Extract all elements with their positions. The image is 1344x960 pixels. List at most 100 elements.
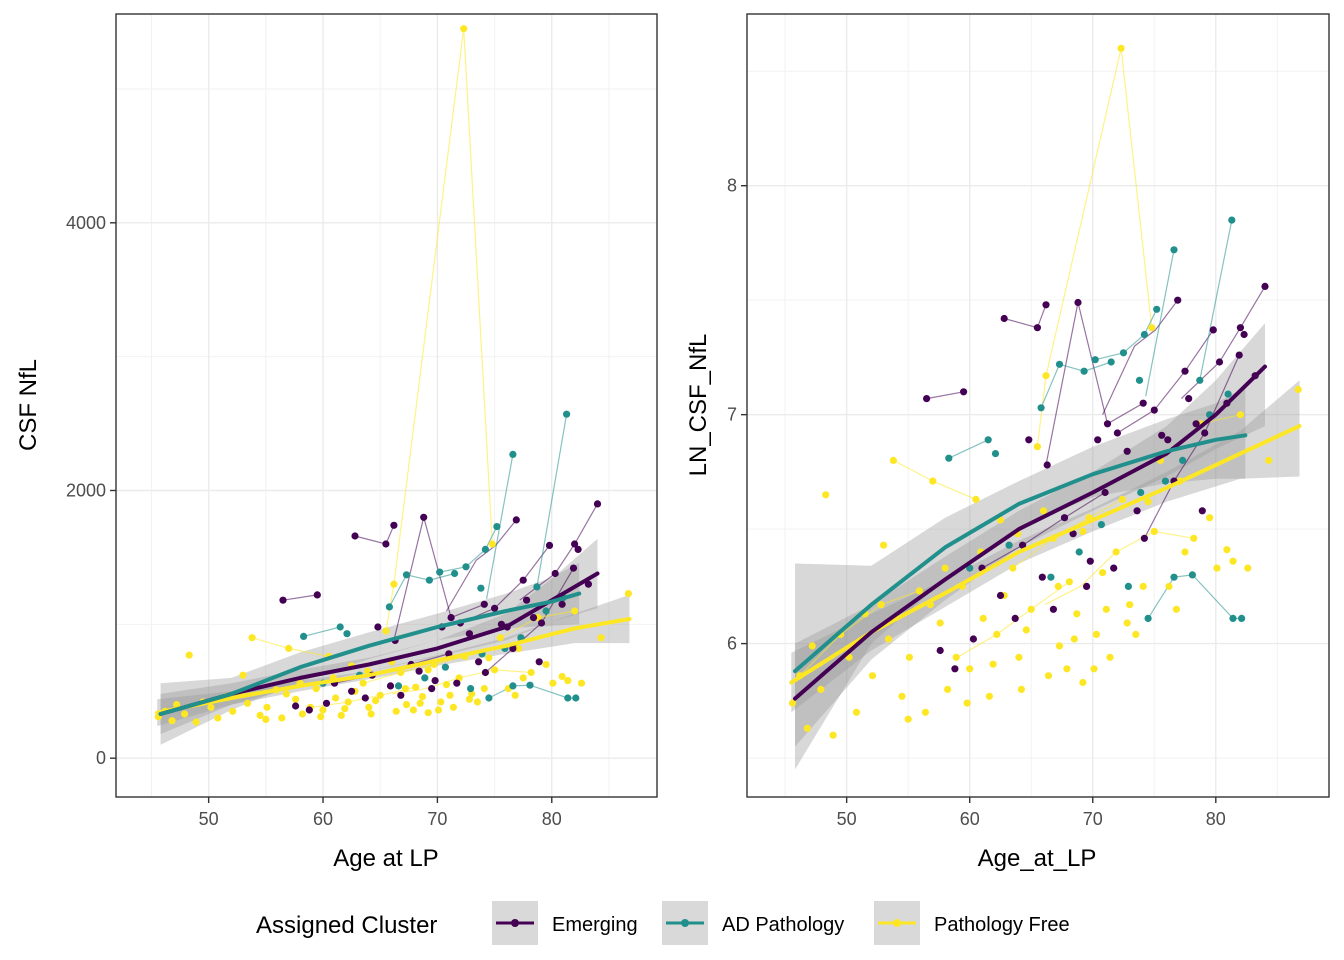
data-point [185,651,193,659]
data-point [558,672,566,681]
data-point [402,701,411,709]
data-point [313,591,321,599]
trend-lines [789,364,1302,701]
data-point [365,703,373,711]
data-point [1165,582,1173,591]
data-point [1049,605,1057,613]
data-point [1033,443,1041,451]
data-point [1170,246,1178,254]
data-point [1044,672,1053,680]
data-point [509,682,517,690]
data-point [312,685,320,693]
data-point [337,711,345,720]
data-point [473,698,481,706]
data-point [256,711,264,720]
subject-line [1095,309,1158,361]
data-point [1181,367,1189,375]
data-point [944,685,952,694]
data-point [243,699,252,707]
data-point [1124,582,1132,591]
legend-label: Emerging [552,914,638,936]
data-point [1042,301,1050,309]
y-tick-label: 7 [727,405,737,425]
y-axis-ticks: 0 2000 4000 [66,213,116,768]
subject-line [1143,354,1240,539]
data-point [385,603,393,611]
data-point [1181,548,1189,556]
legend-item-pathology-free: Pathology Free [874,901,1070,945]
data-point [1228,216,1236,224]
x-tick-label: 50 [199,809,219,829]
confidence-band [795,387,1246,770]
grid-lines [116,14,657,797]
data-point [905,653,914,661]
legend-title: Assigned Cluster [256,912,437,939]
data-point [1139,399,1147,407]
data-point [969,635,978,643]
subject-line [388,572,455,608]
data-point [993,630,1001,639]
y-tick-label: 4000 [66,213,106,233]
x-tick-label: 50 [837,809,857,829]
data-point [1185,395,1193,403]
data-point [1079,527,1087,536]
legend-label: Pathology Free [934,914,1070,936]
data-point [951,665,959,673]
data-point [1213,564,1221,572]
data-point [1206,514,1214,522]
x-tick-label: 60 [313,809,333,829]
data-point [361,694,369,702]
data-point [434,706,443,714]
data-point [564,694,572,702]
data-point [545,541,554,550]
legend-item-emerging: Emerging [492,901,638,945]
data-point [1102,605,1110,613]
subject-line [536,414,568,588]
data-point [229,707,237,715]
data-point [1150,527,1158,536]
data-point [1069,530,1077,538]
data-point [884,635,893,643]
data-point [1236,411,1244,419]
data-point [1080,367,1088,375]
data-point [509,644,517,653]
data-point [529,614,538,622]
data-point [512,516,520,524]
data-point [1060,514,1069,522]
data-point [214,714,222,722]
data-point [569,564,578,572]
data-point [1198,507,1206,515]
y-tick-label: 6 [727,634,737,654]
data-point [1161,477,1169,485]
subject-line [957,581,1070,658]
data-point [1117,44,1125,52]
data-point [481,545,489,554]
data-point [1190,534,1198,542]
data-point [1055,360,1064,368]
data-point [421,674,429,682]
data-point [1140,330,1148,339]
data-point [1137,488,1145,497]
data-point [319,706,327,714]
data-point [465,630,473,638]
data-point [551,569,559,578]
data-point [374,623,382,631]
data-point [481,668,489,677]
subject-line [439,526,498,573]
data-point [921,708,930,716]
data-point [889,456,898,464]
data-point [263,703,271,711]
data-point [1015,653,1023,661]
data-point [936,646,944,655]
data-point [898,692,906,700]
data-point [984,436,992,444]
data-point [533,583,541,591]
data-point [1103,420,1112,428]
data-point [343,630,351,638]
data-point [1153,305,1161,313]
data-point [1054,582,1062,591]
data-point [960,388,968,396]
data-point [382,627,390,635]
panel-right: 50 60 70 80 6 7 8 Age_at_LP LN_CSF_NfL [685,13,1330,872]
